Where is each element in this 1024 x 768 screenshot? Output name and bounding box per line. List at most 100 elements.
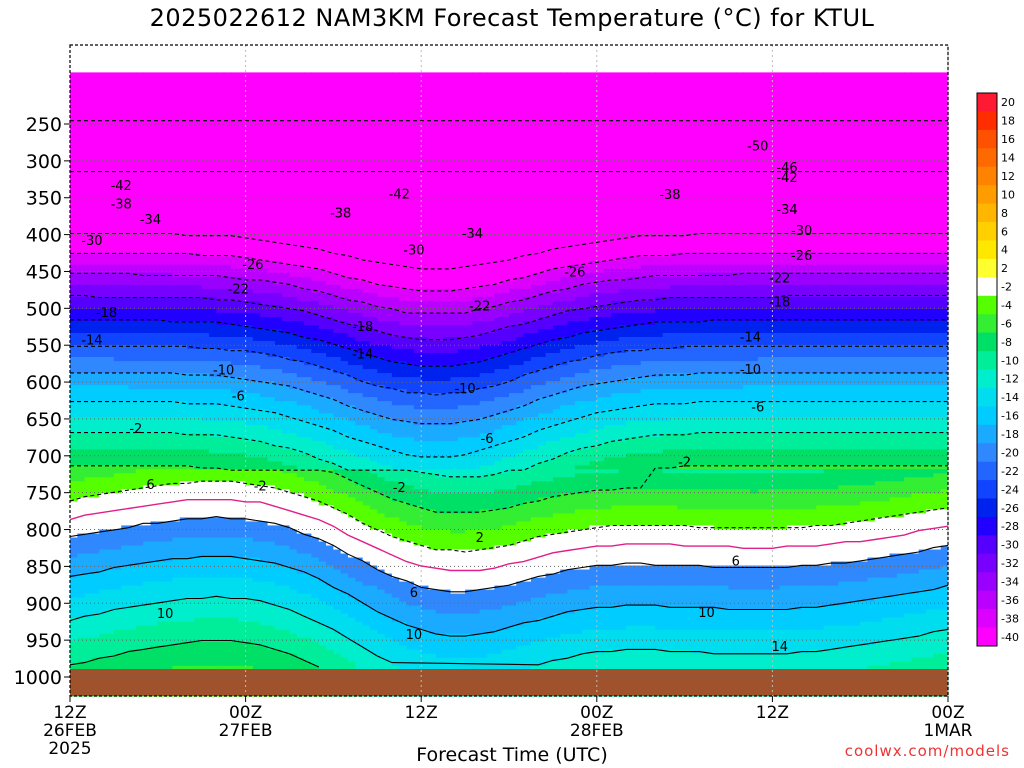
temperature-cell <box>245 325 254 330</box>
temperature-cell <box>92 425 100 430</box>
temperature-cell <box>223 397 232 402</box>
temperature-cell <box>135 621 144 627</box>
temperature-cell <box>267 537 276 543</box>
temperature-cell <box>223 216 232 222</box>
temperature-cell <box>231 341 239 346</box>
temperature-cell <box>157 164 166 170</box>
temperature-cell <box>282 124 291 130</box>
temperature-cell <box>252 581 261 587</box>
temperature-cell <box>179 373 188 378</box>
temperature-cell <box>157 212 166 218</box>
temperature-cell <box>223 629 232 635</box>
temperature-cell <box>289 557 298 563</box>
temperature-cell <box>296 437 305 442</box>
temperature-cell <box>70 276 78 282</box>
temperature-cell <box>201 377 210 382</box>
temperature-cell <box>77 549 86 555</box>
temperature-cell <box>179 541 188 547</box>
temperature-cell <box>128 437 137 442</box>
temperature-cell <box>77 284 86 290</box>
temperature-cell <box>216 557 225 563</box>
temperature-cell <box>223 268 232 274</box>
temperature-cell <box>289 76 298 81</box>
temperature-cell <box>113 429 122 434</box>
temperature-cell <box>252 601 261 607</box>
temperature-cell <box>245 593 254 599</box>
temperature-cell <box>92 264 100 270</box>
temperature-cell <box>92 341 100 346</box>
temperature-cell <box>113 312 122 318</box>
temperature-cell <box>274 156 283 162</box>
temperature-cell <box>231 337 239 342</box>
temperature-cell <box>92 228 100 234</box>
temperature-cell <box>216 308 225 314</box>
temperature-cell <box>143 545 152 551</box>
temperature-cell <box>260 240 269 246</box>
temperature-cell <box>252 633 261 639</box>
temperature-cell <box>274 465 283 470</box>
temperature-cell <box>216 96 225 101</box>
temperature-cell <box>157 244 166 250</box>
temperature-cell <box>84 537 93 543</box>
temperature-cell <box>172 457 181 462</box>
temperature-cell <box>274 393 283 398</box>
temperature-cell <box>260 497 269 502</box>
temperature-cell <box>187 212 195 218</box>
temperature-cell <box>267 144 276 150</box>
temperature-cell <box>289 353 298 358</box>
temperature-cell <box>231 461 239 466</box>
temperature-cell <box>216 605 225 611</box>
temperature-cell <box>135 112 144 118</box>
temperature-cell <box>209 172 217 178</box>
temperature-cell <box>216 204 225 210</box>
temperature-cell <box>70 589 78 595</box>
temperature-cell <box>143 429 152 434</box>
temperature-cell <box>260 192 269 198</box>
temperature-cell <box>128 333 137 338</box>
temperature-cell <box>238 513 247 518</box>
temperature-cell <box>121 497 130 502</box>
temperature-cell <box>260 557 269 563</box>
temperature-cell <box>70 593 78 599</box>
temperature-cell <box>282 156 291 162</box>
temperature-cell <box>157 441 166 446</box>
temperature-cell <box>194 585 203 591</box>
temperature-cell <box>216 473 225 478</box>
temperature-cell <box>187 164 195 170</box>
temperature-cell <box>201 232 210 238</box>
temperature-cell <box>128 212 137 218</box>
temperature-cell <box>143 657 152 663</box>
temperature-cell <box>194 341 203 346</box>
temperature-cell <box>77 353 86 358</box>
temperature-cell <box>172 429 181 434</box>
temperature-cell <box>70 256 78 262</box>
temperature-cell <box>143 385 152 390</box>
temperature-cell <box>231 144 239 150</box>
temperature-cell <box>150 653 159 659</box>
temperature-cell <box>209 561 217 567</box>
temperature-cell <box>172 513 181 518</box>
temperature-cell <box>231 609 239 615</box>
temperature-cell <box>77 240 86 246</box>
temperature-cell <box>260 216 269 222</box>
temperature-cell <box>172 224 181 230</box>
temperature-cell <box>70 469 78 474</box>
temperature-cell <box>209 541 217 547</box>
temperature-cell <box>172 465 181 470</box>
temperature-cell <box>179 292 188 298</box>
temperature-cell <box>106 240 115 246</box>
temperature-cell <box>194 381 203 386</box>
temperature-cell <box>274 601 283 607</box>
temperature-cell <box>113 493 122 498</box>
temperature-cell <box>128 441 137 446</box>
temperature-cell <box>106 469 115 474</box>
temperature-cell <box>187 268 195 274</box>
temperature-cell <box>77 613 86 619</box>
temperature-cell <box>77 505 86 510</box>
temperature-cell <box>157 308 166 314</box>
temperature-cell <box>187 188 195 194</box>
temperature-cell <box>92 617 100 623</box>
temperature-cell <box>77 617 86 623</box>
temperature-cell <box>216 621 225 627</box>
temperature-cell <box>231 601 239 607</box>
